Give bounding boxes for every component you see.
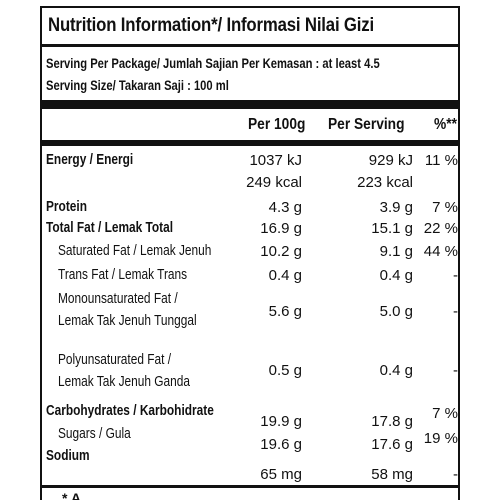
total-fat-serving: 15.1 g (371, 220, 413, 237)
saturated-fat-label: Saturated Fat / Lemak Jenuh (58, 243, 212, 259)
polyunsaturated-label-line1: Polyunsaturated Fat / (58, 352, 172, 368)
sodium-percent: - (453, 466, 458, 483)
serving-size: Serving Size/ Takaran Saji : 100 ml (46, 77, 229, 93)
trans-fat-100g: 0.4 g (268, 267, 302, 284)
footnote: * A (62, 490, 81, 500)
protein-serving: 3.9 g (379, 199, 413, 216)
energy-kcal-100g: 249 kcal (246, 174, 302, 191)
divider (42, 44, 458, 47)
saturated-fat-serving: 9.1 g (379, 243, 413, 260)
header-per-serving: Per Serving (328, 116, 405, 133)
trans-fat-percent: - (453, 267, 458, 284)
thick-divider (42, 140, 458, 146)
monounsaturated-100g: 5.6 g (268, 303, 302, 320)
total-fat-percent: 22 % (423, 220, 458, 237)
saturated-fat-100g: 10.2 g (260, 243, 302, 260)
energy-label: Energy / Energi (46, 152, 134, 168)
trans-fat-serving: 0.4 g (379, 267, 413, 284)
sugars-label: Sugars / Gula (58, 426, 131, 442)
protein-percent: 7 % (432, 199, 458, 216)
sugars-100g: 19.6 g (260, 436, 302, 453)
monounsaturated-percent: - (453, 303, 458, 320)
carbohydrates-100g: 19.9 g (260, 413, 302, 430)
sodium-serving: 58 mg (371, 466, 413, 483)
polyunsaturated-100g: 0.5 g (268, 362, 302, 379)
header-percent: %** (434, 116, 457, 133)
carbohydrates-percent: 7 % (432, 405, 458, 422)
total-fat-label: Total Fat / Lemak Total (46, 220, 174, 236)
thick-divider (42, 100, 458, 109)
energy-percent: 11 % (424, 152, 458, 169)
panel-title: Nutrition Information*/ Informasi Nilai … (48, 14, 374, 36)
saturated-fat-percent: 44 % (423, 243, 458, 260)
polyunsaturated-label-line2: Lemak Tak Jenuh Ganda (58, 374, 190, 390)
header-per-100g: Per 100g (248, 116, 306, 133)
bottom-divider (42, 485, 458, 488)
monounsaturated-serving: 5.0 g (379, 303, 413, 320)
monounsaturated-label-line1: Monounsaturated Fat / (58, 291, 178, 307)
carbohydrates-label: Carbohydrates / Karbohidrate (46, 403, 214, 419)
monounsaturated-label-line2: Lemak Tak Jenuh Tunggal (58, 313, 197, 329)
sugars-serving: 17.6 g (371, 436, 413, 453)
serving-per-package: Serving Per Package/ Jumlah Sajian Per K… (46, 55, 380, 71)
polyunsaturated-serving: 0.4 g (379, 362, 413, 379)
polyunsaturated-percent: - (453, 362, 458, 379)
total-fat-100g: 16.9 g (260, 220, 302, 237)
energy-kj-100g: 1037 kJ (249, 152, 302, 169)
sugars-percent: 19 % (423, 430, 458, 447)
protein-label: Protein (46, 199, 87, 215)
energy-kcal-serving: 223 kcal (357, 174, 413, 191)
energy-kj-serving: 929 kJ (368, 152, 413, 169)
trans-fat-label: Trans Fat / Lemak Trans (58, 267, 188, 283)
nutrition-panel: Nutrition Information*/ Informasi Nilai … (40, 6, 460, 500)
carbohydrates-serving: 17.8 g (371, 413, 413, 430)
sodium-100g: 65 mg (260, 466, 302, 483)
protein-100g: 4.3 g (268, 199, 302, 216)
sodium-label: Sodium (46, 448, 90, 464)
